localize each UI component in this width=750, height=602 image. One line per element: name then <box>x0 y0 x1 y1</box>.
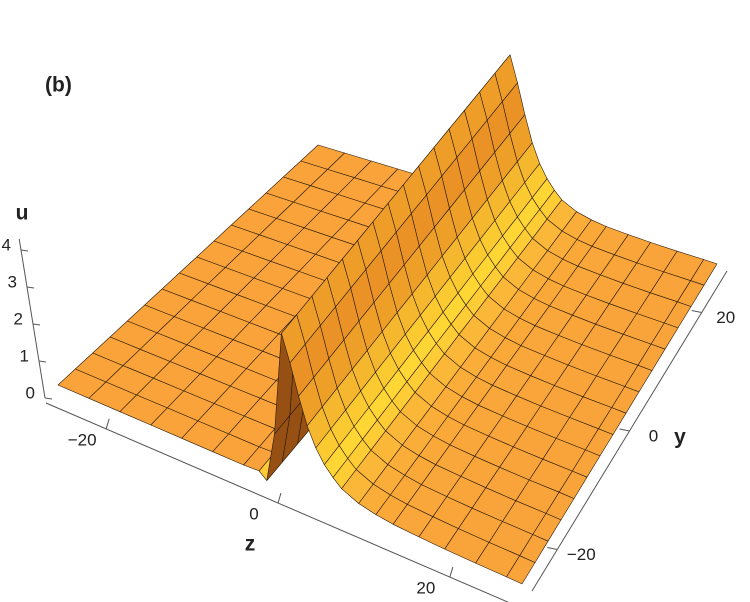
z-tick <box>449 566 454 578</box>
u-tick <box>44 397 53 400</box>
surface-patch <box>506 555 536 585</box>
z-tick <box>105 418 110 430</box>
y-axis-title: y <box>674 426 686 449</box>
panel-label: (b) <box>45 74 72 97</box>
u-tick-label: 4 <box>2 235 11 254</box>
z-tick-label: −20 <box>68 430 97 449</box>
u-tick-label: 1 <box>20 346 29 365</box>
y-tick <box>691 309 702 313</box>
u-tick-label: 3 <box>8 272 17 291</box>
u-axis-title: u <box>16 202 29 225</box>
surface <box>57 54 718 585</box>
y-tick-label: −20 <box>567 545 596 564</box>
z-tick-label: 0 <box>249 504 258 523</box>
z-axis-title: z <box>245 533 256 556</box>
y-tick <box>547 547 558 551</box>
y-tick-label: 0 <box>649 426 658 445</box>
y-tick-label: 20 <box>716 308 735 327</box>
y-tick <box>619 428 630 432</box>
u-tick <box>26 286 35 289</box>
u-tick <box>38 360 47 363</box>
axes: 0 1 2 3 4 −20 0 20 −20 0 20 <box>2 235 735 602</box>
u-tick-label: 2 <box>14 309 23 328</box>
z-tick-label: 20 <box>416 579 435 598</box>
u-tick <box>20 249 29 252</box>
z-tick <box>277 492 282 504</box>
u-tick <box>32 323 41 326</box>
u-axis-line <box>18 238 46 399</box>
u-tick-label: 0 <box>26 383 35 402</box>
